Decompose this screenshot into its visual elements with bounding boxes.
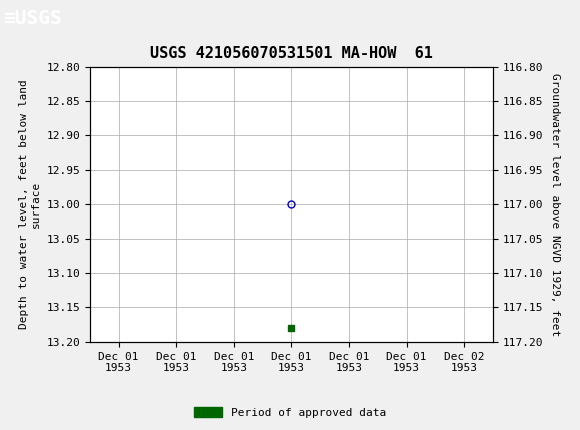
Y-axis label: Depth to water level, feet below land
surface: Depth to water level, feet below land su… [19, 80, 41, 329]
Text: ≡USGS: ≡USGS [3, 9, 61, 28]
Y-axis label: Groundwater level above NGVD 1929, feet: Groundwater level above NGVD 1929, feet [550, 73, 560, 336]
Legend: Period of approved data: Period of approved data [190, 403, 390, 422]
Title: USGS 421056070531501 MA-HOW  61: USGS 421056070531501 MA-HOW 61 [150, 46, 433, 61]
